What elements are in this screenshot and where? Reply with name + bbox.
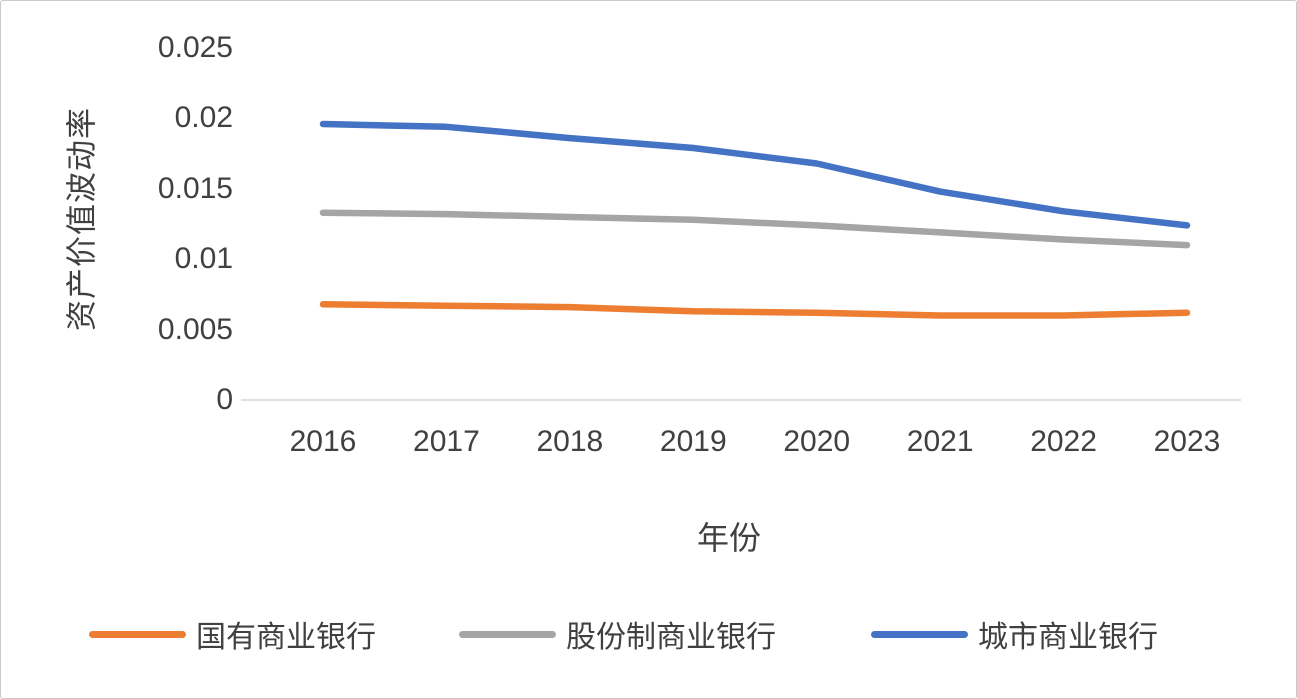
y-tick-label: 0.01: [174, 242, 233, 276]
x-tick-label: 2022: [1030, 425, 1097, 458]
legend-label: 城市商业银行: [978, 621, 1158, 654]
legend-label: 股份制商业银行: [566, 621, 776, 654]
legend-item-city-commercial-banks: 城市商业银行: [871, 613, 1158, 655]
series-line-state-owned-commercial-banks: [319, 301, 1191, 319]
x-tick-label: 2021: [906, 425, 974, 458]
x-tick-label: 2018: [536, 425, 604, 458]
legend-item-joint-stock-commercial-banks: 股份制商业银行: [459, 613, 776, 655]
x-tick-label: 2023: [1153, 425, 1221, 458]
y-tick-label: 0.02: [174, 101, 233, 135]
legend-line-swatch-state-owned-commercial-banks: [89, 630, 186, 638]
y-tick-label: 0.005: [157, 312, 233, 346]
y-tick-label: 0.015: [157, 171, 233, 205]
legend-label: 国有商业银行: [196, 621, 376, 654]
chart-legend: 国有商业银行 股份制商业银行 城市商业银行: [1, 613, 1296, 658]
legend-line-swatch-city-commercial-banks: [871, 630, 968, 638]
legend-item-state-owned-commercial-banks: 国有商业银行: [89, 613, 376, 655]
y-axis-title: 资产价值波动率: [64, 107, 100, 331]
y-tick-label: 0.025: [157, 31, 233, 64]
x-tick-label: 2020: [783, 425, 851, 458]
x-tick-label: 2017: [413, 425, 480, 458]
y-tick-label: 0: [216, 383, 233, 416]
x-tick-label: 2019: [659, 425, 727, 458]
series-line-joint-stock-commercial-banks: [319, 209, 1191, 249]
x-tick-label: 2016: [289, 425, 357, 458]
series-line-city-commercial-banks: [319, 120, 1191, 229]
legend-line-swatch-joint-stock-commercial-banks: [459, 630, 556, 638]
x-axis-title: 年份: [696, 520, 762, 556]
